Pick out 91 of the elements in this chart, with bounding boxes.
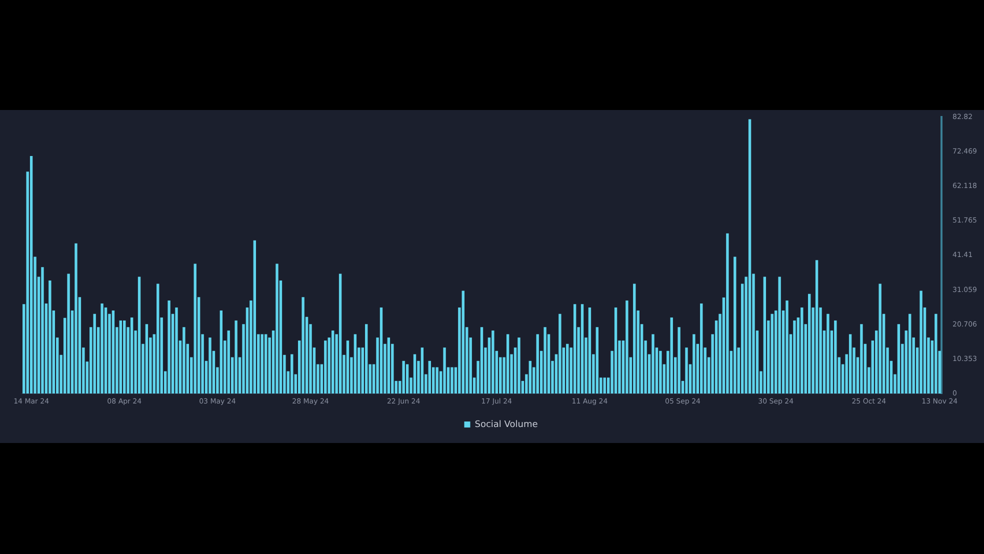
bar bbox=[596, 327, 598, 394]
bar bbox=[878, 284, 882, 394]
bar bbox=[588, 307, 592, 394]
bar bbox=[220, 310, 223, 394]
bar bbox=[908, 314, 912, 394]
legend-label: Social Volume bbox=[474, 420, 538, 430]
bar bbox=[934, 314, 938, 394]
bar bbox=[346, 340, 350, 394]
bar bbox=[380, 307, 383, 394]
bar bbox=[145, 324, 148, 394]
bar bbox=[354, 334, 357, 394]
bar bbox=[175, 307, 178, 394]
bar bbox=[413, 354, 416, 394]
bar bbox=[544, 327, 546, 394]
bar bbox=[436, 367, 438, 394]
bar bbox=[30, 156, 33, 394]
bar bbox=[443, 348, 446, 394]
bar bbox=[748, 119, 752, 394]
bar bbox=[253, 240, 256, 394]
bar bbox=[324, 340, 327, 394]
bar bbox=[208, 338, 212, 394]
bar bbox=[428, 360, 431, 394]
bar bbox=[808, 294, 811, 394]
bar bbox=[633, 284, 636, 394]
bar bbox=[580, 304, 584, 394]
bar bbox=[793, 320, 796, 394]
bar bbox=[920, 290, 922, 394]
bar bbox=[67, 274, 70, 394]
bar bbox=[778, 276, 781, 394]
bar bbox=[156, 284, 160, 394]
bar bbox=[528, 360, 532, 394]
bar bbox=[138, 276, 141, 394]
bar bbox=[492, 330, 494, 394]
bar bbox=[332, 330, 334, 394]
bar bbox=[763, 276, 766, 394]
bar bbox=[406, 364, 409, 394]
bar bbox=[48, 280, 52, 394]
bar bbox=[826, 314, 830, 394]
bar bbox=[770, 314, 774, 394]
bar bbox=[573, 304, 576, 394]
bar bbox=[506, 334, 510, 394]
bar bbox=[614, 307, 618, 394]
bar bbox=[726, 233, 729, 394]
bar bbox=[276, 264, 278, 394]
bar bbox=[692, 334, 696, 394]
bar bbox=[264, 334, 268, 394]
bar bbox=[685, 348, 688, 394]
bar bbox=[800, 307, 804, 394]
bar bbox=[168, 300, 170, 394]
bar bbox=[558, 314, 562, 394]
bar bbox=[260, 334, 264, 394]
bar bbox=[387, 338, 390, 394]
bar bbox=[848, 334, 852, 394]
bar bbox=[119, 320, 122, 394]
bar bbox=[518, 338, 520, 394]
bar bbox=[786, 300, 788, 394]
bar bbox=[860, 324, 863, 394]
bar bbox=[834, 320, 837, 394]
bar bbox=[897, 324, 900, 394]
bar bbox=[194, 264, 196, 394]
bar bbox=[815, 260, 818, 394]
bar bbox=[420, 348, 424, 394]
bar bbox=[734, 256, 736, 394]
bar bbox=[104, 307, 108, 394]
bar bbox=[290, 354, 294, 394]
bar bbox=[234, 320, 238, 394]
bar bbox=[130, 318, 134, 394]
bar bbox=[227, 330, 230, 394]
bar bbox=[112, 310, 115, 394]
bar bbox=[652, 334, 654, 394]
bar bbox=[100, 303, 104, 394]
bar bbox=[302, 297, 304, 394]
bar bbox=[566, 344, 569, 394]
bar bbox=[480, 327, 484, 394]
bar bbox=[678, 327, 680, 394]
bar bbox=[450, 367, 454, 394]
bar bbox=[338, 274, 342, 394]
bar bbox=[462, 290, 464, 394]
bar bbox=[670, 318, 673, 394]
bar bbox=[659, 350, 662, 394]
bar bbox=[536, 334, 539, 394]
bar bbox=[603, 378, 606, 394]
bar bbox=[182, 327, 186, 394]
bar bbox=[402, 360, 405, 394]
bar bbox=[41, 267, 44, 394]
bar bbox=[365, 324, 368, 394]
bar bbox=[93, 314, 96, 394]
bar bbox=[626, 300, 628, 394]
bar bbox=[700, 303, 703, 394]
bar bbox=[74, 243, 78, 394]
bar bbox=[123, 320, 126, 394]
